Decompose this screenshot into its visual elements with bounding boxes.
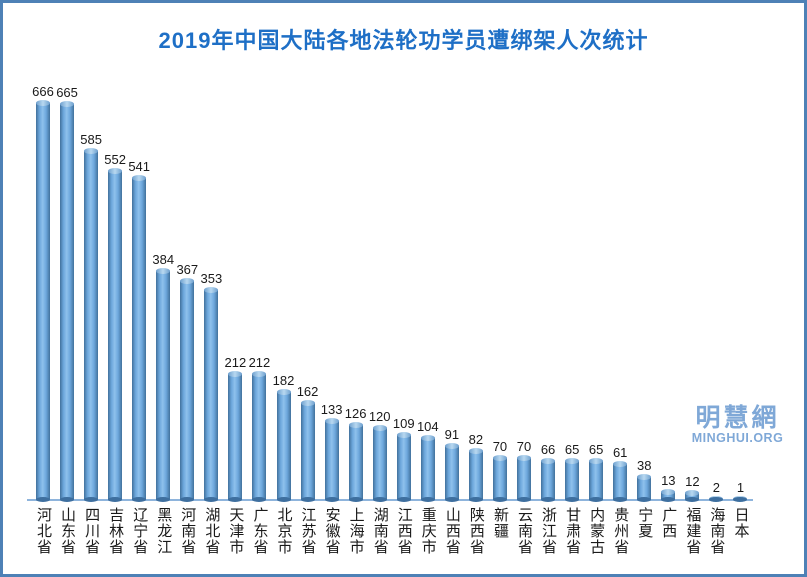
bar-value-label: 585 xyxy=(80,132,102,148)
bar-value-label: 212 xyxy=(248,354,271,370)
bar xyxy=(396,432,411,502)
bar-value-label: 212 xyxy=(224,354,247,370)
x-axis-label: 甘肃省 xyxy=(564,507,582,555)
x-axis-label: 海南省 xyxy=(708,507,726,555)
bar xyxy=(180,278,195,502)
bar xyxy=(372,425,387,502)
bar xyxy=(36,100,50,502)
bar-value-label: 541 xyxy=(128,158,151,174)
x-axis-label: 陕西省 xyxy=(467,507,485,555)
bar-value-label: 384 xyxy=(152,252,175,268)
bar xyxy=(613,460,628,503)
bar xyxy=(252,370,267,503)
watermark: 明慧網 MINGHUI.ORG xyxy=(665,404,804,446)
x-axis-label: 辽宁省 xyxy=(131,507,149,555)
watermark-cjk-text: 明慧網 xyxy=(695,404,780,432)
bar-value-label: 61 xyxy=(612,444,628,460)
x-axis-label: 吉林省 xyxy=(107,507,125,555)
x-axis-label: 云南省 xyxy=(516,507,533,555)
bar-value-label: 367 xyxy=(176,262,199,278)
bar xyxy=(661,489,676,502)
bar xyxy=(276,388,291,503)
bar-value-label: 38 xyxy=(637,458,652,474)
x-axis-label: 安徽省 xyxy=(323,507,341,555)
plot-area: 666 河北省 665 山东省 585 四川省 552 吉林省 541 辽宁省 384 黑龙江 367 河… xyxy=(3,3,804,574)
x-axis-label: 山东省 xyxy=(59,507,77,555)
x-axis-label: 北京市 xyxy=(275,507,293,555)
x-axis-label: 浙江省 xyxy=(540,507,558,555)
x-axis-label: 湖南省 xyxy=(371,507,389,555)
bar xyxy=(637,474,652,502)
bar xyxy=(709,496,724,502)
bar xyxy=(589,458,604,502)
bar-value-label: 13 xyxy=(661,473,676,489)
bar xyxy=(132,174,147,503)
x-axis-label: 重庆市 xyxy=(419,507,437,555)
bar xyxy=(685,489,700,503)
bar xyxy=(517,455,531,502)
bar-value-label: 91 xyxy=(444,426,460,442)
x-axis-label: 天津市 xyxy=(227,507,245,555)
bar-value-label: 552 xyxy=(104,151,126,167)
bar-value-label: 120 xyxy=(368,409,391,425)
watermark-latin-text: MINGHUI.ORG xyxy=(691,431,784,445)
x-axis-label: 上海市 xyxy=(347,507,365,555)
bar-value-label: 104 xyxy=(416,419,439,434)
bar-value-label: 126 xyxy=(344,405,367,421)
bar xyxy=(733,496,748,502)
x-axis-label: 内蒙古 xyxy=(588,507,606,555)
x-axis-label: 河北省 xyxy=(35,507,52,555)
bar-value-label: 70 xyxy=(516,439,532,455)
x-axis-label: 四川省 xyxy=(83,507,101,555)
bar-value-label: 109 xyxy=(392,416,415,432)
bar-value-label: 665 xyxy=(56,84,78,100)
bar-value-label: 66 xyxy=(540,441,556,457)
x-axis-label: 湖北省 xyxy=(203,507,221,555)
bar-value-label: 353 xyxy=(200,270,223,286)
bar xyxy=(204,286,219,503)
bar xyxy=(324,417,339,503)
x-axis-label: 广西 xyxy=(660,507,678,539)
x-axis-label: 黑龙江 xyxy=(155,507,173,555)
x-axis-label: 福建省 xyxy=(684,507,702,555)
x-axis-label: 贵州省 xyxy=(612,507,630,555)
bar xyxy=(444,442,459,503)
bar-value-label: 1 xyxy=(736,479,745,495)
bar xyxy=(108,167,123,503)
x-axis-label: 广东省 xyxy=(251,507,269,555)
bar-value-label: 82 xyxy=(468,432,484,448)
x-axis-label: 江西省 xyxy=(395,507,413,555)
bar xyxy=(84,148,99,502)
bar-value-label: 666 xyxy=(32,84,54,99)
bar xyxy=(565,458,580,502)
x-axis-label: 宁夏 xyxy=(636,507,654,539)
bar-value-label: 12 xyxy=(685,473,700,489)
bar-value-label: 65 xyxy=(564,442,580,458)
bar xyxy=(60,100,75,503)
bar xyxy=(420,435,435,502)
x-axis-line xyxy=(27,499,753,501)
bar xyxy=(492,455,507,502)
bar-value-label: 162 xyxy=(296,384,319,400)
chart-title: 2019年中国大陆各地法轮功学员遭绑架人次统计 xyxy=(158,28,649,53)
x-axis-label: 山西省 xyxy=(443,507,461,555)
x-axis-label: 河南省 xyxy=(179,507,197,555)
x-axis-label: 江苏省 xyxy=(299,507,317,555)
bar xyxy=(156,268,171,502)
bar-value-label: 65 xyxy=(588,442,604,458)
x-axis-label: 新疆 xyxy=(491,507,509,539)
bar-value-label: 182 xyxy=(272,372,295,388)
bar xyxy=(300,400,315,502)
bar-value-label: 2 xyxy=(712,479,720,495)
bar xyxy=(228,370,243,503)
bar xyxy=(348,421,363,503)
bar-value-label: 133 xyxy=(320,401,343,417)
bar xyxy=(541,457,556,503)
x-axis-label: 日本 xyxy=(732,507,750,539)
bar xyxy=(468,448,483,502)
bar-value-label: 70 xyxy=(492,439,508,455)
